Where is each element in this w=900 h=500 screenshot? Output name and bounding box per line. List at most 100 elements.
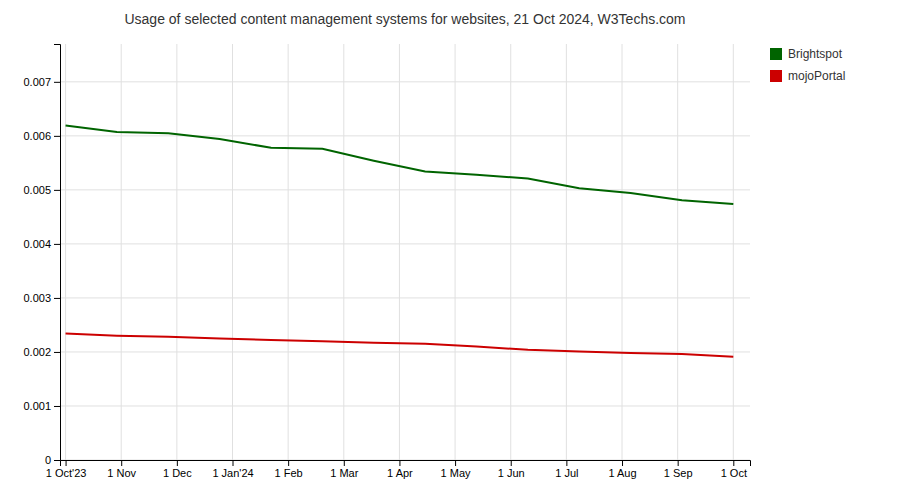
grid-line — [60, 351, 750, 352]
tick: 0.003 — [23, 292, 60, 304]
legend: Brightspot mojoPortal — [770, 47, 845, 83]
tick-mark — [288, 460, 289, 466]
tick-mark — [54, 460, 60, 461]
grid-line — [60, 243, 750, 244]
tick: 1 Nov — [107, 460, 136, 479]
grid-line — [60, 135, 750, 136]
tick-mark — [54, 352, 60, 353]
legend-label: Brightspot — [788, 47, 843, 61]
grid-line — [677, 44, 678, 460]
tick-mark — [511, 460, 512, 466]
tick-label: 0.004 — [23, 238, 51, 250]
tick: 1 Jun — [498, 460, 525, 479]
grid-line — [60, 189, 750, 190]
tick-mark — [622, 460, 623, 466]
tick-label: 0.007 — [23, 76, 51, 88]
axis-line — [54, 45, 61, 461]
tick: 1 Jul — [555, 460, 578, 479]
grid-line — [566, 44, 567, 460]
tick-mark — [54, 136, 60, 137]
tick-mark — [54, 244, 60, 245]
grid-line — [622, 44, 623, 460]
grid-line — [343, 44, 344, 460]
tick-label: 1 Nov — [107, 467, 136, 479]
grid-line — [176, 44, 177, 460]
tick-label: 0.005 — [23, 184, 51, 196]
tick-mark — [733, 460, 734, 466]
legend-label: mojoPortal — [788, 69, 845, 83]
tick-mark — [54, 406, 60, 407]
tick-label: 1 Feb — [275, 467, 303, 479]
tick: 0.007 — [23, 76, 60, 88]
tick: 1 Sep — [664, 460, 693, 479]
tick-mark — [344, 460, 345, 466]
title: Usage of selected content management sys… — [124, 11, 685, 27]
tick-label: 1 May — [441, 467, 471, 479]
tick: 0.006 — [23, 130, 60, 142]
tick: 1 Aug — [608, 460, 636, 479]
tick-mark — [54, 82, 60, 83]
tick-label: 1 Oct'23 — [46, 467, 87, 479]
grid-line — [60, 405, 750, 406]
tick: 1 Mar — [330, 460, 358, 479]
grid-line — [288, 44, 289, 460]
tick-mark — [233, 460, 234, 466]
tick: 0.001 — [23, 400, 60, 412]
tick-mark — [54, 298, 60, 299]
tick: 1 Oct — [721, 460, 747, 479]
tick: 1 Apr — [387, 460, 413, 479]
tick-label: 0.006 — [23, 130, 51, 142]
grid — [60, 44, 750, 460]
tick-mark — [177, 460, 178, 466]
grid-line — [399, 44, 400, 460]
grid-line — [455, 44, 456, 460]
tick-mark — [54, 190, 60, 191]
tick: 1 May — [441, 460, 471, 479]
tick: 0.002 — [23, 346, 60, 358]
tick-label: 1 Oct — [721, 467, 747, 479]
grid-line — [121, 44, 122, 460]
tick-mark — [399, 460, 400, 466]
grid-line — [733, 44, 734, 460]
tick-label: 0.003 — [23, 292, 51, 304]
grid-line — [60, 297, 750, 298]
grid-line — [65, 44, 66, 460]
tick: 0.004 — [23, 238, 60, 250]
tick-label: 1 Jan'24 — [212, 467, 253, 479]
tick-label: 1 Sep — [664, 467, 693, 479]
legend-item: mojoPortal — [770, 69, 845, 83]
axis-line — [61, 461, 751, 467]
legend-item: Brightspot — [770, 47, 843, 61]
tick-mark — [455, 460, 456, 466]
grid-line — [232, 44, 233, 460]
tick-label: 1 Jul — [555, 467, 578, 479]
tick: 0 — [45, 454, 60, 466]
tick-label: 1 Aug — [608, 467, 636, 479]
tick-mark — [66, 460, 67, 466]
tick-label: 0.002 — [23, 346, 51, 358]
tick-mark — [566, 460, 567, 466]
tick-label: 1 Mar — [330, 467, 358, 479]
y-axis: 0 0.001 0.002 0.003 0.004 0.005 0.006 0.007 — [23, 45, 60, 467]
chart: Usage of selected content management sys… — [0, 0, 900, 500]
tick-label: 0.001 — [23, 400, 51, 412]
tick-label: 1 Apr — [387, 467, 413, 479]
series-line — [66, 334, 734, 357]
tick-mark — [121, 460, 122, 466]
tick-label: 1 Dec — [163, 467, 192, 479]
tick: 0.005 — [23, 184, 60, 196]
plot: 1 Oct'23 1 Nov 1 Dec 1 Jan'24 1 Feb 1 Mar 1 Ap… — [23, 44, 750, 479]
legend-swatch — [770, 48, 782, 60]
legend-swatch — [770, 70, 782, 82]
grid-line — [510, 44, 511, 460]
series-line — [66, 126, 734, 204]
tick: 1 Dec — [163, 460, 192, 479]
grid-line — [60, 81, 750, 82]
tick-label: 1 Jun — [498, 467, 525, 479]
tick-mark — [678, 460, 679, 466]
tick: 1 Oct'23 — [46, 460, 87, 479]
lines — [66, 126, 734, 357]
tick: 1 Feb — [275, 460, 303, 479]
tick-label: 0 — [45, 454, 51, 466]
tick: 1 Jan'24 — [212, 460, 253, 479]
